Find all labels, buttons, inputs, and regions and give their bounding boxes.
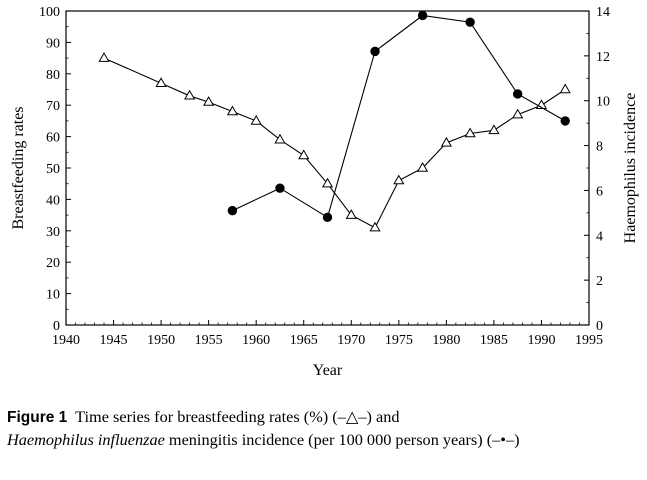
x-tick-label: 1965 [290, 333, 318, 348]
triangle-point [369, 221, 381, 232]
y-left-axis-title: Breastfeeding rates [10, 106, 27, 229]
caption-text-part2: meningitis incidence (per 100 000 person… [168, 430, 520, 449]
circle-point [275, 183, 285, 193]
y-right-tick-label: 2 [596, 274, 603, 289]
circle-point [465, 17, 475, 27]
caption-italic-term: Haemophilus influenzae [7, 430, 165, 449]
caption-label: Figure 1 [7, 409, 68, 426]
x-tick-label: 1945 [100, 333, 128, 348]
triangle-point [203, 96, 215, 106]
triangle-point [345, 209, 357, 219]
circle-point [512, 89, 523, 99]
y-left-tick-label: 90 [46, 36, 60, 51]
figure-caption: Figure 1 Time series for breastfeeding r… [7, 406, 643, 451]
y-right-tick-label: 10 [596, 95, 610, 110]
triangle-point [512, 108, 524, 119]
y-right-axis-title: Haemophilus incidence [622, 93, 639, 244]
triangle-point [298, 149, 310, 160]
triangle-point [440, 136, 452, 147]
x-tick-label: 1955 [195, 333, 223, 348]
triangle-point [274, 133, 286, 144]
x-tick-label: 1985 [480, 333, 508, 348]
x-tick-label: 1975 [385, 333, 413, 348]
y-left-tick-label: 70 [46, 99, 60, 114]
y-left-tick-label: 50 [46, 162, 60, 177]
x-tick-label: 1980 [432, 333, 460, 348]
y-left-tick-label: 60 [46, 131, 60, 146]
triangle-point [416, 161, 429, 172]
y-left-tick-label: 80 [46, 68, 60, 83]
triangle-point [155, 77, 167, 87]
x-tick-label: 1995 [575, 333, 603, 348]
x-tick-label: 1960 [242, 333, 270, 348]
triangle-point [226, 105, 239, 116]
y-left-tick-label: 20 [46, 256, 60, 271]
triangle-point [321, 177, 334, 188]
triangle-point [250, 114, 262, 125]
triangle-point [559, 83, 571, 94]
x-tick-label: 1970 [337, 333, 365, 348]
y-right-tick-label: 14 [596, 5, 610, 20]
triangle-point [98, 52, 110, 62]
y-right-tick-label: 8 [596, 140, 603, 155]
series-1-line [103, 57, 566, 229]
y-left-tick-label: 40 [46, 193, 60, 208]
y-right-tick-label: 0 [596, 319, 603, 334]
y-left-tick-label: 10 [46, 288, 60, 303]
chart-plot: 1940 1945 1950 1955 1960 1965 1970 1975 1980 1985… [10, 5, 639, 379]
x-axis-title: Year [313, 362, 343, 379]
y-right-tick-label: 12 [596, 50, 610, 65]
caption-text-part1: Time series for breastfeeding rates (%) … [75, 407, 400, 426]
chart-figure: 1940 1945 1950 1955 1960 1965 1970 1975 1980 1985… [10, 5, 639, 379]
triangle-point [184, 89, 196, 100]
circle-point [322, 212, 333, 223]
y-right-tick-label: 4 [596, 229, 603, 244]
series-2-line [232, 14, 566, 219]
x-tick-label: 1940 [52, 333, 80, 348]
triangle-point [488, 124, 500, 135]
x-tick-label: 1950 [147, 333, 175, 348]
circle-point [227, 205, 238, 216]
y-left-tick-label: 100 [39, 5, 60, 20]
circle-point [560, 116, 570, 126]
x-tick-label: 1990 [527, 333, 555, 348]
triangle-point [464, 127, 476, 138]
circle-point [370, 46, 380, 57]
triangle-point [393, 174, 405, 185]
y-left-tick-label: 0 [53, 319, 60, 334]
circle-point [417, 10, 428, 21]
plot-frame [65, 10, 590, 326]
y-right-tick-label: 6 [596, 184, 603, 199]
y-left-tick-label: 30 [46, 225, 60, 240]
